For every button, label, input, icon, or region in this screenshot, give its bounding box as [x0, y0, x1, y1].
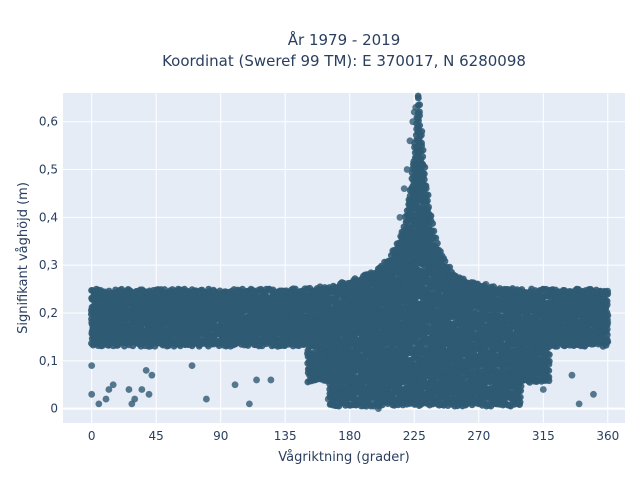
scatter-point [430, 227, 438, 235]
scatter-point [419, 146, 427, 154]
scatter-point [418, 128, 426, 135]
scatter-point [414, 92, 422, 100]
scatter-point [416, 121, 424, 129]
scatter-point [419, 153, 427, 161]
scatter-point [424, 197, 431, 205]
scatter-point [432, 234, 440, 242]
scatter-point [424, 191, 432, 199]
scatter-point [433, 239, 441, 247]
scatter-point [416, 108, 423, 116]
scatter-points [87, 92, 612, 413]
scatter-density-cloud [87, 92, 612, 410]
scatter-point [441, 257, 449, 265]
scatter-point [425, 203, 433, 211]
scatter-point [429, 220, 437, 227]
scatter-point [420, 170, 428, 178]
chart-title-line2: Koordinat (Sweref 99 TM): E 370017, N 62… [162, 52, 526, 70]
scatter-point [421, 163, 429, 171]
chart-title-line1: År 1979 - 2019 [288, 30, 401, 49]
scatter-point [427, 212, 435, 220]
